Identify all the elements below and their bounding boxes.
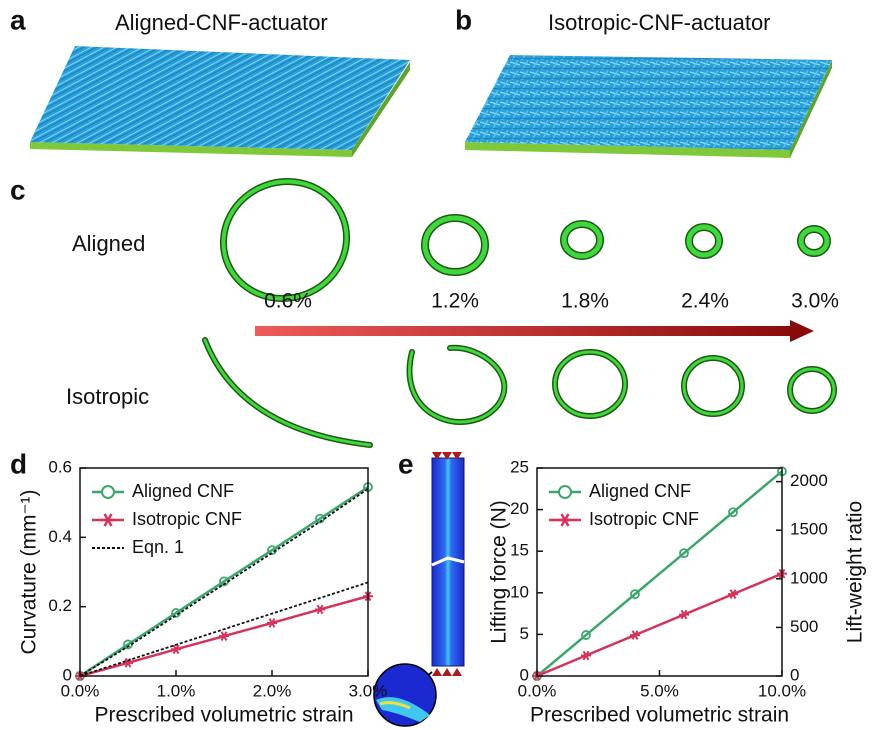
marker	[171, 608, 181, 618]
panel-title: Aligned-CNF-actuator	[115, 10, 328, 35]
y2-tick-label: 1500	[790, 520, 828, 539]
y-tick-label: 0.6	[48, 457, 72, 476]
x-tick-label: 1.0%	[157, 681, 196, 700]
x-tick-label: 0.0%	[518, 681, 557, 700]
y2-tick-label: 500	[790, 617, 818, 636]
strain-label: 3.0%	[791, 290, 839, 313]
legend-item: Aligned CNF	[549, 481, 691, 501]
legend-label: Isotropic CNF	[589, 509, 699, 529]
y-axis-label: Lifting force (N)	[488, 500, 511, 644]
y-tick-label: 0.2	[48, 596, 72, 615]
x-tick-label: 5.0%	[640, 681, 679, 700]
marker	[728, 589, 738, 599]
panel-label: a	[10, 4, 26, 35]
legend-label: Eqn. 1	[132, 537, 184, 557]
x-tick-label: 0.0%	[61, 681, 100, 700]
legend-item: Isotropic CNF	[92, 509, 242, 529]
marker	[171, 644, 181, 655]
marker	[679, 548, 689, 559]
legend-item: Aligned CNF	[92, 481, 234, 501]
x-tick-label: 2.0%	[253, 681, 292, 700]
y-tick-label: 0	[63, 665, 72, 684]
y2-tick-label: 2000	[790, 471, 828, 490]
panel-label: b	[455, 4, 472, 35]
marker	[679, 609, 689, 620]
marker	[630, 630, 640, 640]
y2-axis-label: Lift-weight ratio	[844, 501, 867, 643]
legend-label: Aligned CNF	[132, 481, 234, 501]
y-tick-label: 25	[510, 457, 529, 476]
marker	[267, 618, 277, 628]
legend-marker	[101, 485, 115, 499]
marker	[581, 630, 591, 640]
marker	[219, 631, 229, 641]
plot-frame	[79, 467, 369, 677]
panel-label: d	[10, 448, 27, 479]
marker	[315, 604, 325, 615]
x-axis-label: Prescribed volumetric strain	[530, 704, 789, 727]
legend-item: Eqn. 1	[92, 537, 184, 557]
y-tick-label: 0.4	[48, 527, 72, 546]
legend-marker	[558, 513, 572, 527]
series-line	[79, 488, 369, 677]
strain-arrow	[255, 320, 814, 342]
series-line	[536, 470, 783, 677]
strain-label: 2.4%	[681, 290, 729, 313]
isotropic-slab	[465, 55, 832, 158]
series-line	[79, 486, 369, 678]
row-label: Aligned	[72, 231, 145, 256]
y-tick-label: 15	[510, 541, 529, 560]
series-line	[79, 581, 369, 677]
y-tick-label: 0	[520, 665, 529, 684]
marker	[581, 650, 591, 661]
y-tick-label: 5	[520, 624, 529, 643]
isotropic-rings	[202, 337, 837, 448]
chart: d 0 0.2 0.4 0.6 0.0% 1.0% 2.0% 3.0% Prescribed vo…	[10, 448, 387, 726]
marker	[728, 507, 738, 518]
strain-label: 1.2%	[431, 290, 479, 313]
aligned-slab	[30, 46, 410, 157]
legend-label: Aligned CNF	[589, 481, 691, 501]
strain-label: 0.6%	[264, 290, 312, 313]
legend-marker	[101, 513, 115, 527]
y-axis-label: Curvature (mm⁻¹)	[18, 489, 41, 654]
x-axis-label: Prescribed volumetric strain	[94, 704, 353, 727]
y2-tick-label: 1000	[790, 568, 828, 587]
legend-item: Isotropic CNF	[549, 509, 699, 529]
x-tick-label: 3.0%	[349, 681, 388, 700]
panel-label: e	[398, 448, 414, 479]
panel-label: c	[10, 174, 26, 205]
strain-label: 1.8%	[561, 290, 609, 313]
row-label: Isotropic	[66, 384, 149, 409]
legend-marker	[558, 485, 572, 499]
legend-label: Isotropic CNF	[132, 509, 242, 529]
marker	[630, 589, 640, 600]
aligned-rings	[219, 178, 831, 302]
y-tick-label: 20	[510, 499, 529, 518]
y-tick-label: 10	[510, 582, 529, 601]
fem-inset	[373, 452, 465, 727]
y2-tick-label: 0	[790, 665, 799, 684]
x-tick-label: 10.0%	[758, 681, 806, 700]
panel-title: Isotropic-CNF-actuator	[548, 10, 771, 35]
series-line	[536, 572, 783, 678]
plot-frame	[536, 467, 783, 677]
